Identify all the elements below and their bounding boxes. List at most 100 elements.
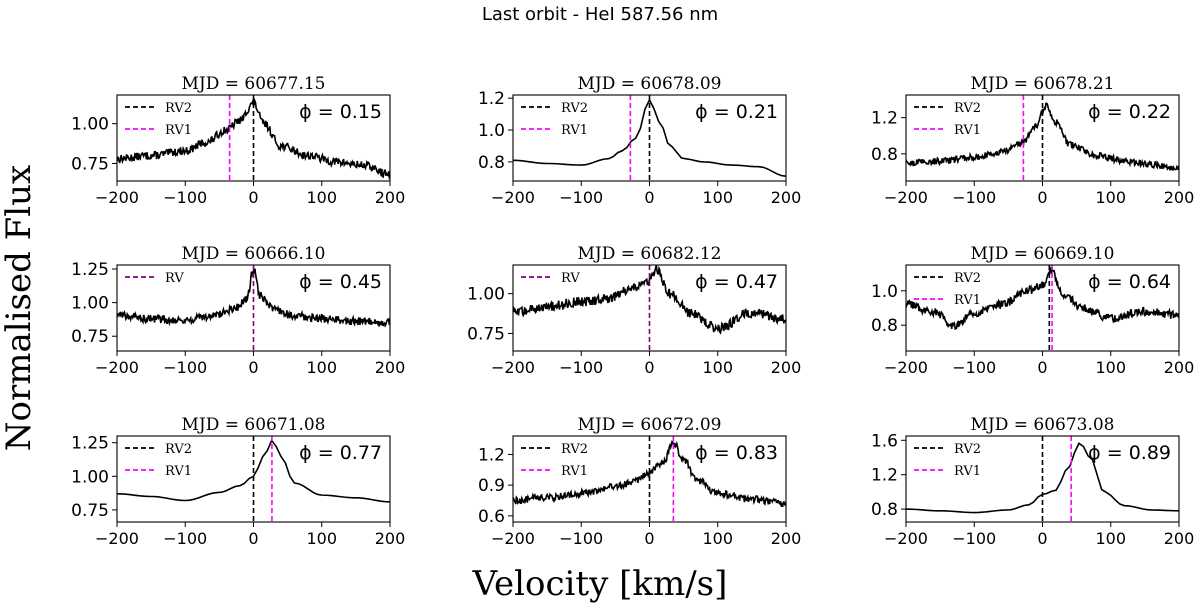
x-tick-label: 0 [644,358,654,377]
y-tick-label: 1.00 [71,467,109,487]
y-tick-label: 0.75 [71,327,109,347]
x-tick-label: −100 [559,529,603,548]
x-tick-label: 100 [306,529,337,548]
x-tick-label: −100 [559,188,603,207]
spectrum-line [906,102,1179,171]
x-tick-label: −100 [163,188,207,207]
panel-4: MJD = 60666.10 −200 −100 0 100 200 0.75 1.00 1.2… [71,244,405,377]
y-tick-label: 0.75 [71,501,109,521]
phase-label: ϕ = 0.77 [299,442,382,464]
panel-title: MJD = 60682.12 [577,244,721,264]
y-tick-label: 0.75 [71,154,109,174]
y-tick-label: 1.0 [871,282,898,302]
y-tick-label: 0.8 [478,153,505,173]
panel-title: MJD = 60673.08 [970,415,1114,435]
x-tick-label: 0 [248,188,258,207]
panel-8: MJD = 60672.09 −200 −100 0 100 200 0.6 0.9 1.2 RV… [478,415,801,548]
x-tick-label: 0 [1037,358,1047,377]
phase-label: ϕ = 0.47 [695,271,778,293]
x-tick-label: −100 [952,188,996,207]
y-tick-label: 0.8 [871,145,898,165]
panel-1: MJD = 60677.15 −200 −100 0 100 200 0.75 1.00 RV2… [71,74,405,207]
spectrum-line [117,268,390,328]
y-tick-label: 0.75 [467,324,505,344]
phase-label: ϕ = 0.22 [1088,101,1171,123]
legend-label: RV2 [954,271,981,286]
legend-label: RV1 [561,464,588,479]
x-tick-label: 200 [771,529,802,548]
x-tick-label: 200 [1164,529,1195,548]
spectrum-line [513,265,786,335]
x-tick-label: −200 [884,358,928,377]
phase-label: ϕ = 0.45 [299,271,382,293]
x-tick-label: 0 [1037,529,1047,548]
phase-label: ϕ = 0.21 [695,101,778,123]
x-tick-label: 100 [702,188,733,207]
phase-label: ϕ = 0.15 [299,101,382,123]
y-tick-label: 1.25 [71,260,109,280]
x-tick-label: 100 [702,358,733,377]
legend-label: RV2 [561,442,588,457]
panel-6: MJD = 60669.10 −200 −100 0 100 200 0.8 1.0 RV2 RV… [871,244,1194,377]
x-tick-label: 0 [248,529,258,548]
y-tick-label: 1.2 [871,109,898,129]
x-tick-label: 200 [1164,188,1195,207]
y-tick-label: 1.00 [467,285,505,305]
y-tick-label: 1.6 [871,431,898,451]
y-axis-label: Normalised Flux [0,165,39,451]
x-tick-label: 200 [771,188,802,207]
spectrum-line [906,265,1179,331]
panel-3: MJD = 60678.21 −200 −100 0 100 200 0.8 1.2 RV2 RV… [871,74,1194,207]
x-tick-label: 0 [644,529,654,548]
legend-label: RV1 [165,464,192,479]
panel-title: MJD = 60669.10 [970,244,1114,264]
y-tick-label: 0.8 [871,500,898,520]
legend-label: RV1 [954,293,981,308]
x-tick-label: 200 [375,188,406,207]
y-tick-label: 1.2 [871,466,898,486]
x-tick-label: 200 [375,529,406,548]
x-tick-label: −200 [884,529,928,548]
phase-label: ϕ = 0.83 [695,442,778,464]
legend-label: RV1 [954,123,981,138]
phase-label: ϕ = 0.64 [1088,271,1171,293]
x-axis-label: Velocity [km/s] [472,564,728,604]
x-tick-label: −100 [952,529,996,548]
x-tick-label: −200 [95,358,139,377]
x-tick-label: 200 [375,358,406,377]
x-tick-label: 100 [1095,188,1126,207]
panel-title: MJD = 60671.08 [181,415,325,435]
x-tick-label: −100 [163,358,207,377]
x-tick-label: 100 [306,358,337,377]
x-tick-label: 0 [248,358,258,377]
spectrum-line [513,440,786,508]
y-tick-label: 1.25 [71,434,109,454]
panel-title: MJD = 60672.09 [577,415,721,435]
legend-label: RV1 [165,123,192,138]
x-tick-label: 100 [1095,358,1126,377]
panel-9: MJD = 60673.08 −200 −100 0 100 200 0.8 1.2 1.6 RV… [871,415,1194,548]
legend-label: RV [165,271,184,286]
x-tick-label: −200 [884,188,928,207]
x-tick-label: −100 [952,358,996,377]
legend-label: RV [561,271,580,286]
legend-label: RV2 [954,101,981,116]
x-tick-label: 0 [644,188,654,207]
panel-title: MJD = 60678.09 [577,74,721,94]
x-tick-label: 100 [306,188,337,207]
y-tick-label: 0.8 [871,316,898,336]
x-tick-label: 200 [771,358,802,377]
y-tick-label: 1.2 [478,445,505,465]
x-tick-label: −200 [95,188,139,207]
x-tick-label: −200 [491,358,535,377]
panel-5: MJD = 60682.12 −200 −100 0 100 200 0.75 1.00 RV ϕ… [467,244,801,377]
x-tick-label: −200 [491,529,535,548]
y-tick-label: 1.00 [71,115,109,135]
legend-label: RV1 [954,464,981,479]
panel-grid: MJD = 60677.15−200 −100 0 100 2000.751.00RV2… [71,74,1194,548]
y-tick-label: 1.00 [71,294,109,314]
x-tick-label: 0 [1037,188,1047,207]
phase-label: ϕ = 0.89 [1088,442,1171,464]
panel-title: MJD = 60666.10 [181,244,325,264]
